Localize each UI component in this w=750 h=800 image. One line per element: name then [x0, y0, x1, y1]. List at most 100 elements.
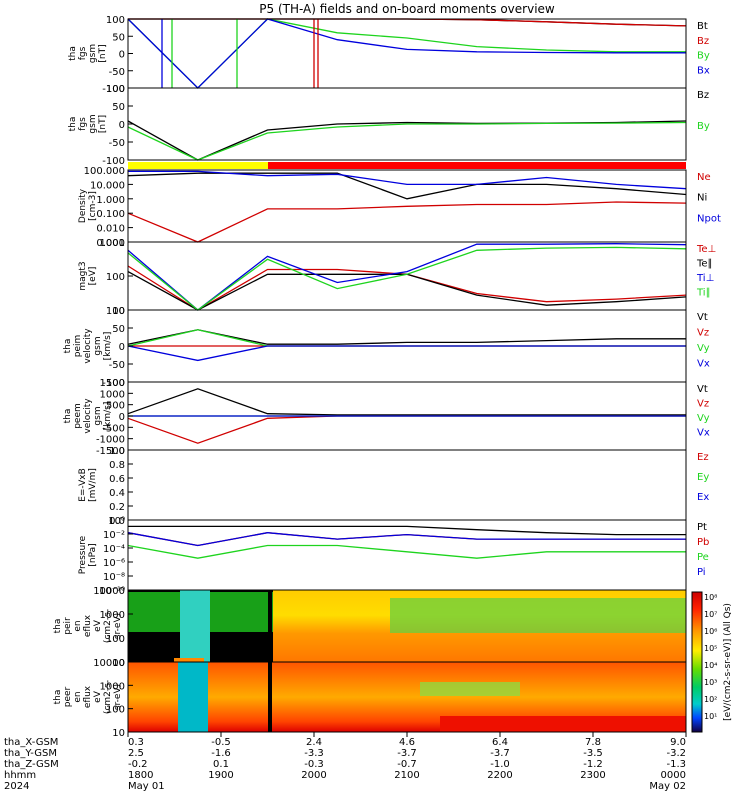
y-tick-label: 1500: [100, 378, 125, 389]
x-axis-value: 0.3: [128, 737, 144, 748]
x-axis-value: 1800: [128, 770, 153, 781]
y-tick-label: 0: [119, 50, 125, 61]
y-axis-label-line: [nT]: [98, 44, 108, 62]
y-tick-label: 10⁻⁴: [103, 544, 125, 555]
y-tick-label: 100: [106, 15, 125, 26]
y-axis-label: tha fgs gsm [nT]: [68, 114, 108, 133]
y-tick-label: 100: [106, 306, 125, 317]
legend-peem-Vz: Vz: [697, 399, 709, 410]
x-axis-row-label: 2024: [4, 781, 29, 792]
y-tick-label: 1000: [100, 681, 125, 692]
colorbar: [691, 591, 703, 733]
y-axis-label-line: Density: [78, 188, 88, 223]
y-axis-label-line: gsm: [88, 114, 98, 133]
chart-title: P5 (TH-A) fields and on-board moments ov…: [259, 2, 555, 16]
y-tick-label: -50: [109, 138, 125, 149]
y-axis-label-line: tha: [63, 409, 73, 424]
y-tick-label: 10000: [93, 586, 125, 597]
x-axis-row-label: tha_Y-GSM: [4, 748, 57, 759]
panel-frame: [127, 449, 687, 521]
series-fgs-Bt: [128, 18, 687, 27]
y-axis-label-line: Pressure: [78, 535, 88, 574]
legend-density-Npot: Npot: [697, 213, 721, 224]
legend-peim-Vy: Vy: [697, 343, 710, 354]
y-tick-label: 10⁰: [108, 516, 125, 527]
y-axis-label-line: [km/s]: [103, 402, 113, 431]
colorbar-tick: 10⁴: [704, 661, 717, 670]
spectrogram-green-patch: [420, 682, 520, 696]
legend-temp-Ti⊥: Ti⊥: [696, 273, 714, 284]
x-axis-value: May 02: [649, 781, 686, 792]
y-axis-label-line: tha: [53, 690, 63, 705]
y-axis-label-line: eflux: [83, 685, 93, 708]
y-axis-label-line: (cm2-s-: [103, 609, 113, 643]
y-tick-label: 10⁻²: [103, 530, 125, 541]
panel-pressure: 10⁰ 10⁻² 10⁻⁴ 10⁻⁶ 10⁻⁸ 10⁻¹⁰ Pressure [nPa] Pt P…: [78, 516, 709, 597]
y-tick-label: 0: [119, 120, 125, 131]
y-axis-label-line: velocity: [83, 398, 93, 434]
y-axis-label: Density [cm-3]: [78, 188, 98, 223]
y-tick-label: 0.6: [109, 474, 125, 485]
y-axis-label-line: gsm: [93, 406, 103, 425]
x-axis-value: -0.2: [128, 759, 148, 770]
x-axis-row-label: hhmm: [4, 770, 36, 781]
y-axis-label-line: peem: [73, 403, 83, 429]
y-axis-label-line: sr-eV): [113, 613, 123, 639]
y-tick-label: 0.010: [96, 224, 125, 235]
y-tick-label: -50: [109, 360, 125, 371]
y-axis-label-line: en: [73, 620, 83, 631]
y-tick-label: 1.0: [109, 446, 125, 457]
x-axis-value: -1.0: [490, 759, 510, 770]
y-tick-label: 0.8: [109, 460, 125, 471]
y-axis-label-line: gsm: [88, 44, 98, 63]
x-axis-value: -1.6: [211, 748, 231, 759]
x-axis-value: 2300: [580, 770, 605, 781]
x-axis-value: 6.4: [492, 737, 508, 748]
series-fgs-dsl-By: [127, 121, 687, 161]
spectrogram-red-floor: [440, 716, 686, 732]
series-density-Npot: [128, 170, 687, 190]
y-tick-label: -100: [102, 84, 125, 95]
panel-peer: 10000 1000 100 10 tha peer en eflux eV (cm2-s-sr-…: [53, 658, 687, 739]
series-peem-Vt: [127, 388, 686, 416]
series-pressure-Pe: [127, 544, 686, 559]
y-axis-label-line: tha: [63, 339, 73, 354]
y-axis-label-line: (cm2-s-: [103, 680, 113, 714]
y-tick-label: 0.2: [109, 502, 125, 513]
series-fgs-Bx: [127, 18, 686, 89]
legend-peem-Vt: Vt: [697, 384, 708, 395]
legend-peem-Vx: Vx: [697, 428, 710, 439]
x-axis-value: 2200: [487, 770, 512, 781]
legend-pressure-Pb: Pb: [697, 537, 709, 548]
y-axis-label-line: fgs: [78, 46, 88, 60]
y-axis-label-line: E=-VxB: [78, 468, 88, 502]
x-axis-value: -0.3: [304, 759, 324, 770]
x-axis-value: 4.6: [399, 737, 415, 748]
y-axis-label-line: peim: [73, 335, 83, 358]
spectrogram-cyan-band: [180, 590, 210, 662]
y-tick-label: 1000: [100, 610, 125, 621]
colorbar-label-text: [eV/(cm2-s-sr-eV)] (All Qs): [723, 603, 733, 721]
colorbar-label: [eV/(cm2-s-sr-eV)] (All Qs): [723, 603, 733, 721]
series-fgs-Bz: [128, 18, 687, 27]
y-tick-label: 50: [112, 102, 125, 113]
x-axis-row-label: tha_X-GSM: [4, 737, 58, 748]
x-axis-value: 2.4: [306, 737, 322, 748]
legend-temp-Ti∥: Ti∥: [696, 288, 711, 299]
legend-fgs-dsl-By: By: [697, 121, 710, 132]
x-axis-value: 2000: [301, 770, 326, 781]
spectrogram-gap-line: [268, 662, 272, 732]
y-tick-label: 0.001: [96, 238, 125, 249]
legend-peim-Vz: Vz: [697, 328, 709, 339]
series-peem-Vz: [127, 415, 686, 444]
y-axis-label-line: [eV]: [88, 267, 98, 286]
y-tick-label: -1500: [96, 446, 125, 457]
legend-fgs-Bx: Bx: [697, 65, 710, 76]
y-tick-label: 0.0: [109, 516, 125, 527]
x-axis-value: -3.5: [583, 748, 603, 759]
x-axis-value: 1900: [208, 770, 233, 781]
series-pressure-Pi: [127, 532, 686, 547]
legend-fgs-By: By: [697, 51, 710, 62]
